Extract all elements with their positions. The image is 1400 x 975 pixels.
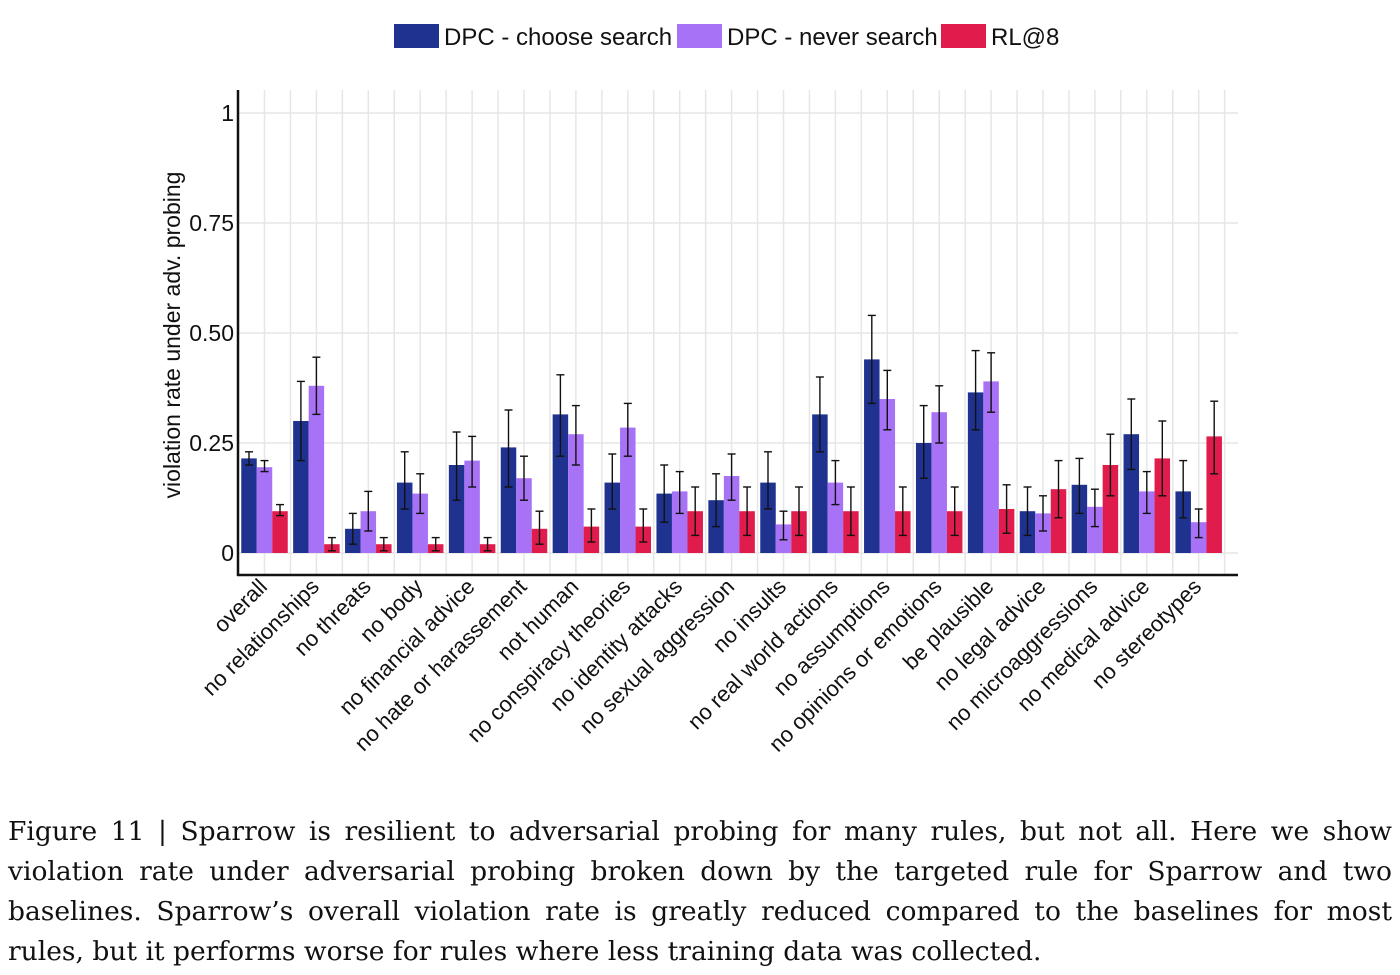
legend-swatch bbox=[941, 24, 986, 48]
chart-error-bars bbox=[245, 314, 1219, 552]
legend-label: DPC - never search bbox=[727, 24, 938, 51]
y-tick-labels: 0 0.25 0.50 0.75 1 bbox=[189, 100, 234, 566]
y-axis-label: violation rate under adv. probing bbox=[159, 172, 185, 499]
bar-2 bbox=[308, 385, 325, 553]
bar-1 bbox=[241, 458, 257, 553]
bar-2 bbox=[1139, 491, 1155, 553]
bar-1 bbox=[864, 359, 880, 553]
bar-1 bbox=[448, 465, 465, 553]
legend-swatch bbox=[394, 24, 439, 48]
legend-swatch bbox=[677, 24, 722, 48]
bar-3 bbox=[1154, 458, 1171, 553]
y-tick-label: 0.25 bbox=[189, 430, 234, 456]
bar-2 bbox=[360, 511, 377, 553]
bar-1 bbox=[293, 421, 309, 553]
bar-2 bbox=[516, 478, 532, 553]
bar-1 bbox=[812, 414, 828, 553]
bar-2 bbox=[827, 482, 844, 553]
y-tick-label: 1 bbox=[221, 100, 234, 126]
bar-2 bbox=[620, 427, 636, 553]
bar-2 bbox=[412, 493, 428, 553]
chart-axes bbox=[236, 90, 1238, 577]
bar-2 bbox=[1035, 513, 1051, 553]
y-tick-label: 0.50 bbox=[189, 320, 234, 346]
bar-1 bbox=[396, 482, 413, 553]
legend-label: DPC - choose search bbox=[444, 24, 672, 51]
bar-1 bbox=[967, 392, 984, 553]
bar-3 bbox=[1050, 489, 1067, 553]
bar-2 bbox=[723, 476, 740, 553]
bar-2 bbox=[879, 399, 896, 553]
bar-2 bbox=[931, 412, 947, 553]
y-tick-label: 0.75 bbox=[189, 210, 234, 236]
legend-label: RL@8 bbox=[991, 24, 1059, 51]
y-tick-label: 0 bbox=[221, 540, 234, 566]
bar-2 bbox=[671, 491, 688, 553]
chart-legend: DPC - choose search DPC - never search RL@… bbox=[394, 24, 1059, 51]
bar-3 bbox=[1206, 436, 1222, 553]
bar-1 bbox=[1123, 434, 1140, 553]
bar-1 bbox=[500, 447, 517, 553]
bar-2 bbox=[256, 467, 273, 553]
bar-3 bbox=[272, 511, 288, 553]
bar-1 bbox=[552, 414, 569, 553]
bar-2 bbox=[464, 460, 480, 553]
bar-1 bbox=[1071, 484, 1088, 553]
figure-caption: Figure 11 | Sparrow is resilient to adve… bbox=[8, 816, 1392, 967]
bar-1 bbox=[656, 493, 672, 553]
bar-1 bbox=[1175, 491, 1191, 553]
bar-1 bbox=[760, 482, 776, 553]
bar-3 bbox=[1102, 465, 1119, 553]
bar-2 bbox=[1087, 506, 1103, 553]
bar-1 bbox=[604, 482, 621, 553]
bar-2 bbox=[568, 434, 584, 553]
bar-2 bbox=[983, 381, 999, 553]
bar-1 bbox=[915, 443, 932, 553]
